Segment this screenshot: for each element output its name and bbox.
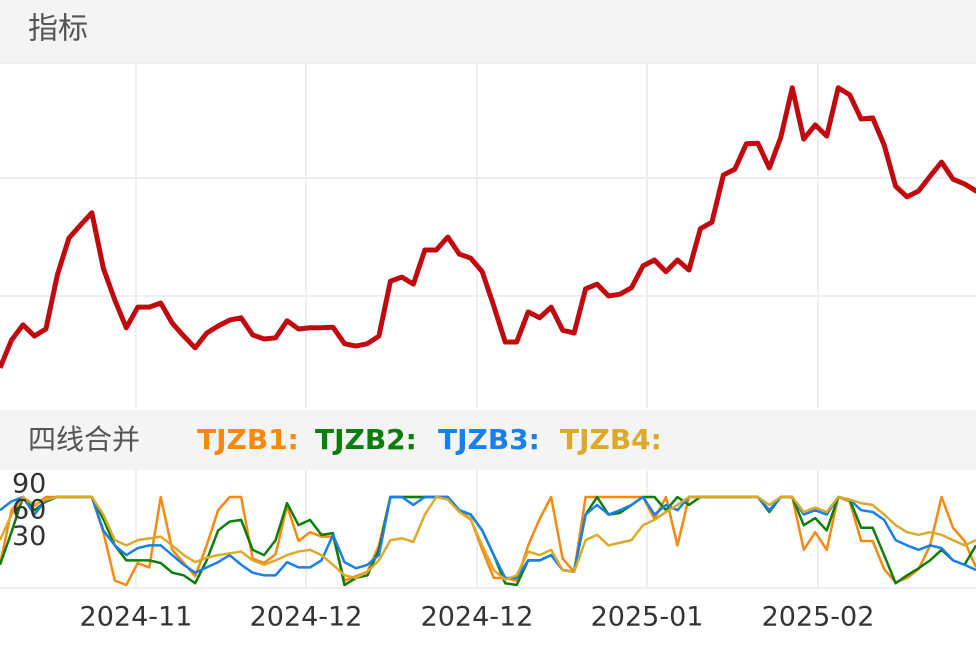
legend-entry: TJZB3: xyxy=(438,423,540,456)
series-line xyxy=(0,495,976,580)
x-tick-label: 2024-12 xyxy=(250,602,363,633)
x-tick-label: 2024-11 xyxy=(80,602,193,633)
chart-title: 四线合并 xyxy=(28,423,140,456)
series-line xyxy=(0,495,976,587)
y-tick-label: 90 xyxy=(12,468,46,499)
legend-entry: TJZB4: xyxy=(560,423,662,456)
legend-entry: TJZB2: xyxy=(315,423,417,456)
y-tick-label: 30 xyxy=(12,521,46,552)
legend-entry: TJZB1: xyxy=(197,423,299,456)
y-tick-label: 60 xyxy=(12,495,46,526)
header-band xyxy=(0,0,976,63)
series-line xyxy=(0,495,976,581)
x-tick-label: 2024-12 xyxy=(421,602,534,633)
header-band xyxy=(0,410,976,470)
series-line xyxy=(0,85,976,369)
x-tick-label: 2025-01 xyxy=(591,602,704,633)
chart-title: 指标 xyxy=(28,12,88,47)
x-tick-label: 2025-02 xyxy=(762,602,875,633)
